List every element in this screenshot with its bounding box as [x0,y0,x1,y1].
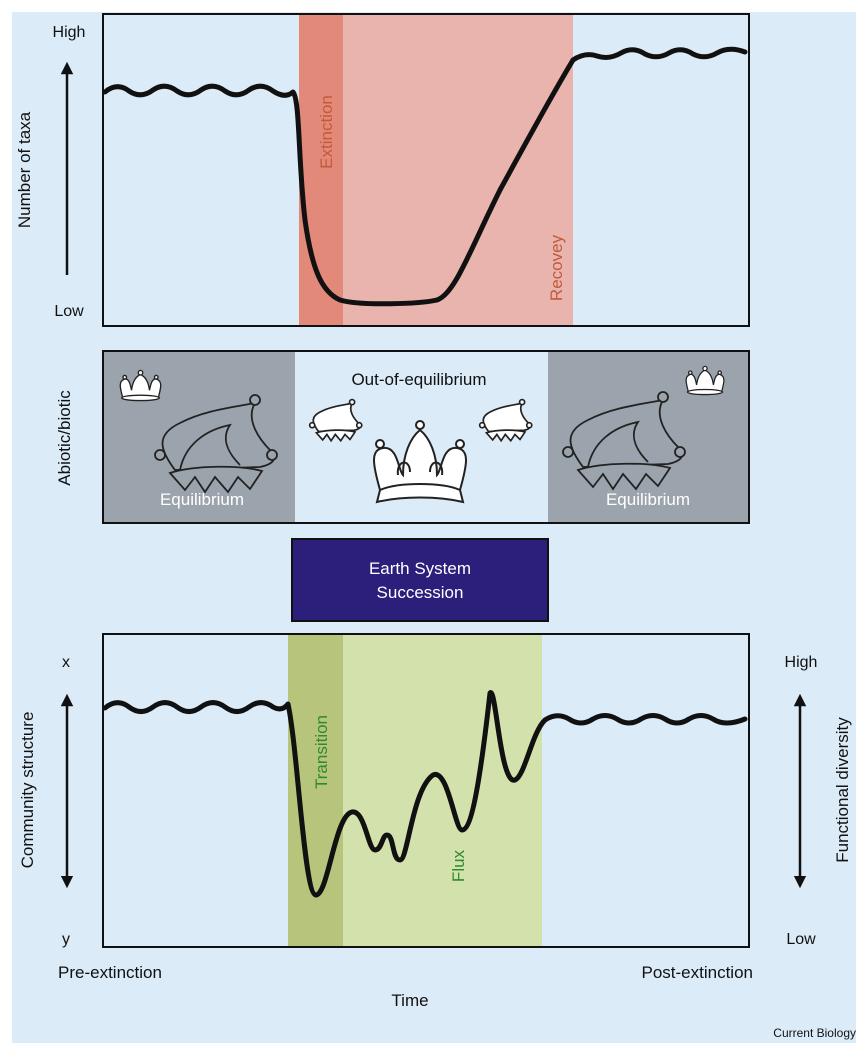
crown-icon [119,369,162,402]
equilibrium-label-right: Equilibrium [606,490,690,509]
recovery-label: Recovey [547,234,566,301]
transition-label: Transition [312,715,331,789]
top-high-label: High [53,24,86,41]
jester-hat-icon [562,391,686,491]
pre-extinction-label: Pre-extinction [58,963,162,982]
x-end-label: x [62,654,70,671]
out-of-equilibrium-label: Out-of-equilibrium [351,370,486,389]
top-low-label: Low [54,303,84,320]
succession-line1: Earth System [369,559,471,578]
jester-hat-icon [478,398,533,443]
crown-icon [373,420,467,504]
equilibrium-label-left: Equilibrium [160,490,244,509]
flux-label: Flux [449,849,468,882]
post-extinction-label: Post-extinction [642,963,754,982]
credit-label: Current Biology [773,1026,856,1040]
community-curve [102,690,748,898]
right-low-label: Low [786,931,816,948]
community-structure-label: Community structure [18,712,37,869]
crown-icon [685,365,725,396]
middle-panel-frame [102,350,750,524]
earth-system-succession-box [291,538,549,622]
extinction-band [299,15,343,325]
taxa-curve [102,46,748,307]
extinction-label: Extinction [317,95,336,169]
top-y-axis-label: Number of taxa [15,111,34,228]
y-end-label: y [62,931,70,948]
jester-hat-icon [308,398,363,443]
functional-diversity-label: Functional diversity [833,717,852,863]
succession-line2: Succession [377,583,464,602]
right-high-label: High [785,654,818,671]
jester-hat-icon [154,394,278,494]
flux-band [343,635,542,946]
abiotic-biotic-label: Abiotic/biotic [55,390,74,486]
time-label: Time [391,991,428,1010]
